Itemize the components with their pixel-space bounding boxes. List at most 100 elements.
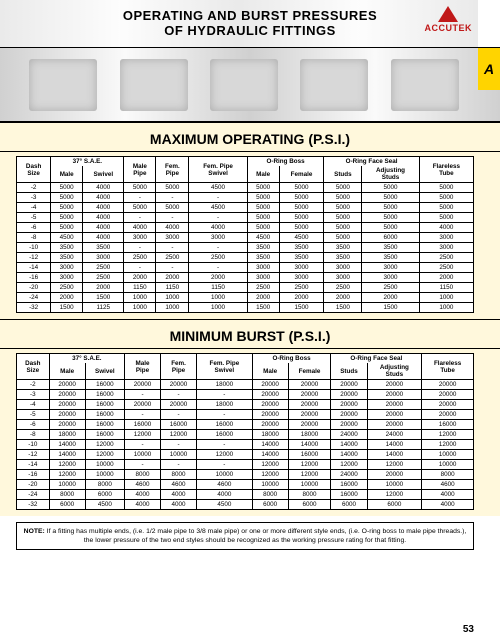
table-cell: 20000 [252,390,288,400]
fitting-image [391,59,459,111]
table-cell: 4000 [83,233,124,243]
table-row: -201000080004600460046001000010000160001… [17,480,474,490]
table-cell: 3000 [362,263,419,273]
table-cell: 3000 [279,263,324,273]
table-cell: 3000 [247,273,279,283]
table-cell: 3500 [362,253,419,263]
table-cell: 2500 [419,263,473,273]
table-row: -242000150010001000100020002000200020001… [17,293,474,303]
table-row: -220000160002000020000180002000020000200… [17,380,474,390]
table-cell: - [189,263,247,273]
table-cell: 16000 [85,390,124,400]
table-cell: 12000 [125,430,161,440]
table-cell: 2000 [419,273,473,283]
table-cell: 24000 [367,430,422,440]
table-cell: 18000 [252,430,288,440]
table-cell: 16000 [85,420,124,430]
table-cell: 8000 [422,470,474,480]
table-cell: 5000 [51,223,83,233]
table-cell: 5000 [324,223,362,233]
table-cell: - [125,460,161,470]
table-cell: - [189,243,247,253]
table-cell: -6 [17,223,51,233]
table-cell: 12000 [49,470,85,480]
table-cell: 5000 [51,183,83,193]
table-cell: -5 [17,410,50,420]
table-cell: - [124,243,156,253]
table-cell: 3500 [247,253,279,263]
table-cell: 1000 [124,303,156,313]
table-cell: 4000 [161,490,197,500]
table-cell: 4500 [197,500,253,510]
table-cell: 14000 [49,440,85,450]
table-row: -550004000---50005000500050005000 [17,213,474,223]
table-cell: -4 [17,203,51,213]
burst-table: DashSize 37° S.A.E. MalePipe Fem.Pipe Fe… [16,353,474,510]
table-cell: 20000 [367,390,422,400]
table-cell: 4000 [197,490,253,500]
table-cell: 5000 [362,213,419,223]
table-cell: 18000 [197,400,253,410]
table-cell: 4000 [83,223,124,233]
table-cell: 2500 [124,253,156,263]
table-cell: -14 [17,460,50,470]
table-row: -350004000---50005000500050005000 [17,193,474,203]
table-cell: 2500 [156,253,189,263]
table-cell: 4000 [189,223,247,233]
table-cell: 1000 [419,293,473,303]
table-cell: 4000 [83,193,124,203]
table-cell: 10000 [367,480,422,490]
table-row: -250004000500050004500500050005000500050… [17,183,474,193]
table-cell: 12000 [367,460,422,470]
table-cell: 4600 [125,480,161,490]
table-cell: 5000 [247,223,279,233]
logo-text: ACCUTEK [425,23,473,33]
table-cell: 1150 [189,283,247,293]
table-cell: 16000 [197,420,253,430]
fitting-image [300,59,368,111]
table-row: -123500300025002500250035003500350035002… [17,253,474,263]
table-cell: -24 [17,293,51,303]
table-cell: 5000 [247,183,279,193]
table-cell: 20000 [331,380,367,390]
table-cell: 14000 [252,450,288,460]
table-cell: -16 [17,470,50,480]
table-cell: 1000 [419,303,473,313]
table-cell: -14 [17,263,51,273]
table-cell: 4000 [156,223,189,233]
table-cell: 12000 [288,470,331,480]
table-cell: 1125 [83,303,124,313]
table-body: -250004000500050004500500050005000500050… [17,183,474,313]
table-cell: - [125,390,161,400]
table-cell: 5000 [419,213,473,223]
table-row: -32000016000---2000020000200002000020000 [17,390,474,400]
table-cell: 5000 [51,193,83,203]
operating-heading: MAXIMUM OPERATING (P.S.I.) [0,122,500,152]
table-cell: - [156,213,189,223]
table-cell: 5000 [247,193,279,203]
table-cell: -20 [17,283,51,293]
logo-triangle-icon [438,6,458,22]
table-cell: - [189,193,247,203]
table-cell: 20000 [125,380,161,390]
table-cell: 10000 [252,480,288,490]
table-cell: 20000 [49,420,85,430]
table-cell: 10000 [85,460,124,470]
table-cell: 5000 [124,183,156,193]
table-cell: -32 [17,500,50,510]
table-cell: -3 [17,390,50,400]
table-cell: 4500 [85,500,124,510]
table-cell: 5000 [362,223,419,233]
table-cell: 18000 [197,380,253,390]
table-cell: 4500 [189,183,247,193]
table-cell: 5000 [279,193,324,203]
table-cell: 24000 [331,430,367,440]
table-cell: 3000 [324,263,362,273]
table-cell: 2000 [83,283,124,293]
table-cell: 12000 [422,430,474,440]
table-row: -420000160002000020000180002000020000200… [17,400,474,410]
table-cell: 4500 [247,233,279,243]
table-cell: -8 [17,233,51,243]
table-cell: - [197,390,253,400]
table-cell: 20000 [161,400,197,410]
